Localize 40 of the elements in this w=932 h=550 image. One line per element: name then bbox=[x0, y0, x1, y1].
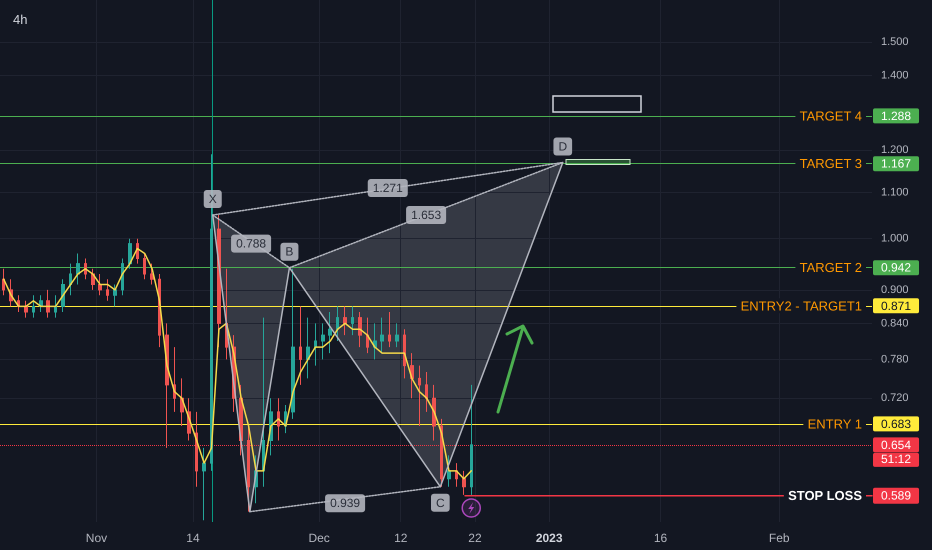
ref-line-label: ENTRY2 - TARGET1 bbox=[740, 298, 862, 314]
text: 4h bbox=[13, 12, 28, 27]
data-label: 0.589 bbox=[881, 488, 912, 503]
x-tick-label: 14 bbox=[186, 531, 200, 545]
x-tick-label: 12 bbox=[394, 531, 408, 545]
annotation: 1.167 bbox=[881, 156, 912, 171]
y-tick-label: 0.780 bbox=[881, 353, 909, 366]
annotation: 1.653 bbox=[411, 208, 442, 222]
annotation: 1.288 bbox=[881, 108, 912, 123]
y-tick-label: 0.720 bbox=[881, 392, 909, 404]
y-tick-label: 1.200 bbox=[881, 144, 909, 156]
annotation: B bbox=[285, 244, 294, 259]
annotation: 0.683 bbox=[881, 416, 912, 431]
annotation: 0.654 bbox=[881, 438, 912, 452]
annotation: D bbox=[558, 139, 568, 154]
annotation: 0.942 bbox=[881, 260, 912, 275]
text: 51:12 bbox=[881, 452, 912, 466]
ref-line-label: TARGET 3 bbox=[800, 156, 862, 172]
ref-line-label: ENTRY 1 bbox=[808, 416, 862, 432]
x-tick-label: Dec bbox=[308, 531, 330, 545]
y-tick-label: 1.500 bbox=[881, 36, 909, 48]
y-tick-label: 1.000 bbox=[881, 232, 909, 245]
annotation: X bbox=[208, 192, 217, 206]
legend-label: STOP LOSS bbox=[788, 488, 862, 504]
ref-line-label: TARGET 4 bbox=[800, 108, 862, 124]
x-tick-label: 16 bbox=[654, 531, 668, 545]
annotation: 0.939 bbox=[330, 496, 360, 510]
annotation: 0.871 bbox=[881, 298, 912, 313]
y-tick-label: 1.400 bbox=[881, 69, 909, 82]
ref-line-label: TARGET 2 bbox=[800, 260, 862, 276]
y-tick-label: 1.100 bbox=[881, 186, 909, 198]
annotation: 1.271 bbox=[372, 181, 404, 196]
annotation: 0.788 bbox=[236, 236, 266, 251]
y-tick-label: 0.840 bbox=[881, 317, 909, 330]
x-tick-label: 2023 bbox=[536, 531, 563, 545]
annotation: C bbox=[436, 496, 445, 510]
x-tick-label: 22 bbox=[468, 531, 482, 545]
y-tick-label: 0.900 bbox=[881, 284, 909, 296]
x-tick-label: Feb bbox=[768, 531, 790, 545]
x-tick-label: Nov bbox=[86, 531, 108, 545]
